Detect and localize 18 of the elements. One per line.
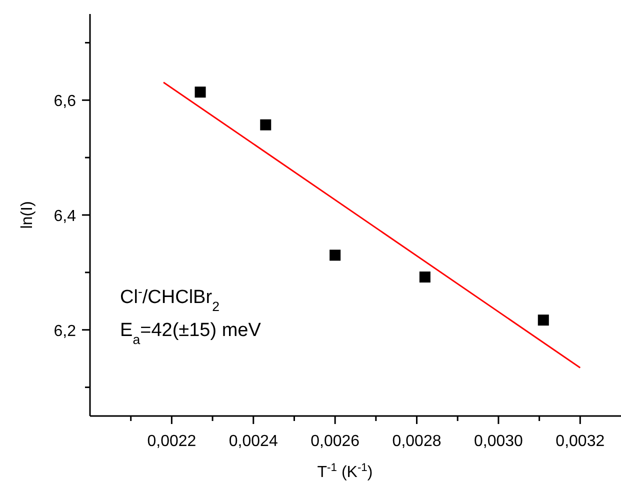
x-tick-label: 0,0024 — [228, 433, 278, 450]
x-tick-label: 0,0028 — [392, 433, 442, 450]
point — [538, 314, 549, 326]
x-axis-title: T$^{-1}$ (K$^{-1}$) — [317, 462, 373, 481]
y-tick-label: 6,2 — [54, 322, 76, 340]
y-tick-label: 6,4 — [54, 208, 76, 225]
y-tick-label: 6,6 — [54, 93, 76, 110]
x-tick-label: 0,0022 — [147, 433, 196, 450]
annotation: Cl$^{-}$/CHClBr$_{2}$ — [120, 284, 220, 314]
point — [419, 272, 430, 283]
point — [194, 86, 206, 98]
point — [260, 119, 272, 130]
annotation: E$_{a}$=42(±15) meV — [120, 320, 262, 346]
x-tick-label: 0,0030 — [474, 433, 524, 450]
x-tick-label: 0,0026 — [310, 433, 360, 450]
y-axis-title: ln(I) — [19, 201, 36, 229]
point — [330, 250, 341, 261]
x-tick-label: 0,0032 — [556, 433, 605, 450]
